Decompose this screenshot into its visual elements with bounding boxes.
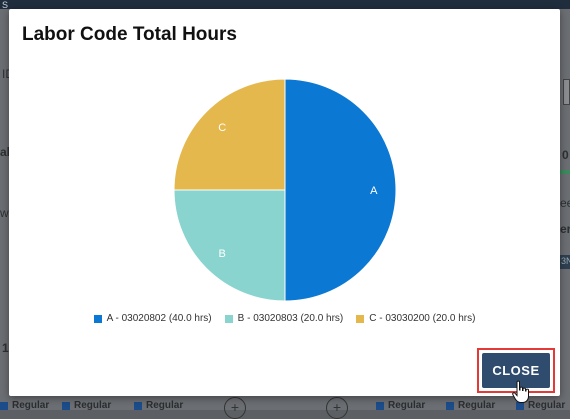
background-row-tag: Regular (516, 400, 565, 411)
background-fragment: 3N (561, 256, 570, 266)
pie-slice-label: A (370, 185, 378, 197)
pie-slice-label: C (218, 122, 226, 134)
dialog-title: Labor Code Total Hours (22, 24, 237, 45)
background-fragment: 0 (562, 148, 569, 162)
background-row-tag: Regular (62, 400, 111, 411)
pie-slice-label: B (219, 248, 226, 260)
background-fragment: ee (560, 196, 570, 210)
chart-legend: A - 03020802 (40.0 hrs) B - 03020803 (20… (9, 313, 560, 324)
background-row (0, 398, 570, 410)
pie-chart: A B C (173, 78, 397, 302)
background-fragment: S (2, 0, 9, 10)
background-row-tag: Regular (446, 400, 495, 411)
legend-item-c[interactable]: C - 03030200 (20.0 hrs) (356, 313, 475, 324)
legend-swatch (93, 314, 102, 323)
background-row-tag: Regular (0, 400, 49, 411)
legend-label: C - 03030200 (20.0 hrs) (369, 313, 476, 324)
legend-swatch (224, 314, 233, 323)
background-row-tag: Regular (134, 400, 183, 411)
background-fragment: al (0, 145, 11, 159)
close-button-highlight (477, 348, 555, 393)
pie-slice-c[interactable] (173, 78, 286, 191)
background-plus-icon: + (224, 397, 246, 419)
background-progress (560, 170, 570, 174)
legend-label: A - 03020802 (40.0 hrs) (106, 313, 212, 324)
background-fragment: er (560, 222, 570, 236)
background-fragment: 1 (2, 341, 9, 355)
legend-label: B - 03020803 (20.0 hrs) (237, 313, 344, 324)
pie-slice-b[interactable] (173, 189, 286, 302)
background-topbar (0, 0, 570, 9)
background-plus-icon: + (326, 397, 348, 419)
legend-item-b[interactable]: B - 03020803 (20.0 hrs) (224, 313, 344, 324)
background-button (563, 79, 570, 105)
background-fragment: w (0, 206, 9, 220)
labor-code-dialog: Labor Code Total Hours A B C A - 03020802 … (9, 9, 560, 403)
hand-cursor-icon (512, 380, 529, 403)
legend-item-a[interactable]: A - 03020802 (40.0 hrs) (93, 313, 212, 324)
close-button[interactable]: CLOSE (482, 353, 550, 388)
background-row-tag: Regular (376, 400, 425, 411)
background-chip: 3N (559, 255, 570, 269)
legend-swatch (356, 314, 365, 323)
pie-slice-a[interactable] (284, 78, 397, 302)
